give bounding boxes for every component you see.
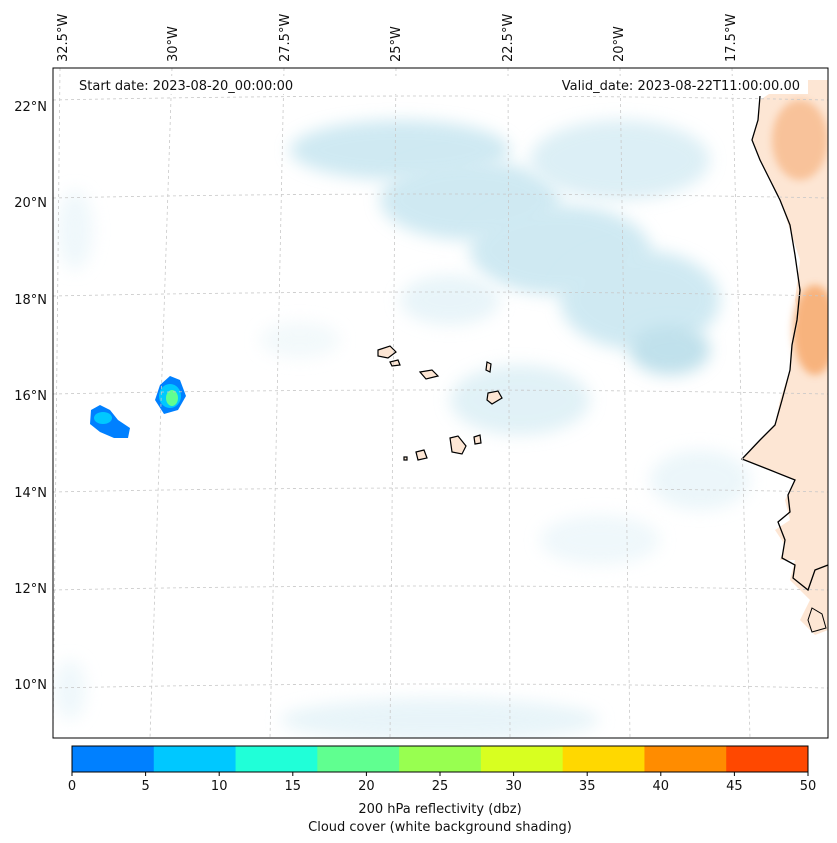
colorbar-label-line2: Cloud cover (white background shading)	[308, 820, 572, 835]
colorbar: 0 5 10 15 20 25 30 35 40 45 50	[68, 745, 817, 794]
lon-label: 30°W	[166, 26, 181, 62]
colorbar-tick-label: 5	[141, 779, 149, 794]
colorbar-tick-label: 20	[358, 779, 375, 794]
colorbar-tick-label: 50	[800, 779, 817, 794]
africa-coastline	[740, 95, 828, 592]
colorbar-tick-label: 15	[285, 779, 302, 794]
lon-label: 25°W	[389, 26, 404, 62]
warm-land-shading	[793, 285, 828, 375]
colorbar-segment	[399, 746, 482, 772]
africa-land	[742, 80, 828, 738]
lat-label: 12°N	[14, 582, 47, 597]
colorbar-segment	[153, 746, 237, 772]
longitude-labels: 32.5°W 30°W 27.5°W 25°W 22.5°W 20°W 17.5…	[56, 14, 739, 62]
colorbar-tick-label: 0	[68, 779, 76, 794]
gridlines	[53, 68, 828, 738]
header-bar	[70, 76, 808, 94]
cape-verde-islands	[377, 345, 503, 461]
colorbar-tick-label: 35	[579, 779, 596, 794]
reflectivity-cells	[90, 376, 186, 438]
warm-land-shading-north	[772, 100, 828, 180]
valid-date-label: Valid_date: 2023-08-22T11:00:00.00	[562, 79, 800, 94]
lat-label: 22°N	[14, 100, 47, 115]
lat-label: 14°N	[14, 486, 47, 501]
colorbar-tick-label: 45	[726, 779, 743, 794]
cloud-cover-shading	[54, 120, 750, 738]
map-frame	[52, 67, 829, 739]
lon-label: 17.5°W	[724, 14, 739, 62]
colorbar-tick-label: 10	[211, 779, 228, 794]
colorbar-segment	[235, 746, 318, 772]
lon-label: 20°W	[612, 26, 627, 62]
lon-label: 32.5°W	[56, 14, 71, 62]
colorbar-tick-label: 30	[505, 779, 522, 794]
colorbar-segment	[72, 746, 155, 772]
lon-label: 27.5°W	[278, 14, 293, 62]
colorbar-segment	[317, 746, 400, 772]
lat-label: 18°N	[14, 293, 47, 308]
colorbar-label-line1: 200 hPa reflectivity (dbz)	[358, 802, 521, 817]
lon-label: 22.5°W	[501, 14, 516, 62]
colorbar-segment	[480, 746, 564, 772]
lat-label: 10°N	[14, 678, 47, 693]
lat-label: 20°N	[14, 196, 47, 211]
colorbar-tick-label: 40	[653, 779, 670, 794]
latitude-labels: 22°N 20°N 18°N 16°N 14°N 12°N 10°N	[14, 100, 47, 693]
colorbar-tick-label: 25	[432, 779, 449, 794]
lat-label: 16°N	[14, 389, 47, 404]
colorbar-segment	[562, 746, 645, 772]
colorbar-segment	[726, 746, 809, 772]
colorbar-segment	[644, 746, 727, 772]
start-date-label: Start date: 2023-08-20_00:00:00	[79, 79, 293, 94]
